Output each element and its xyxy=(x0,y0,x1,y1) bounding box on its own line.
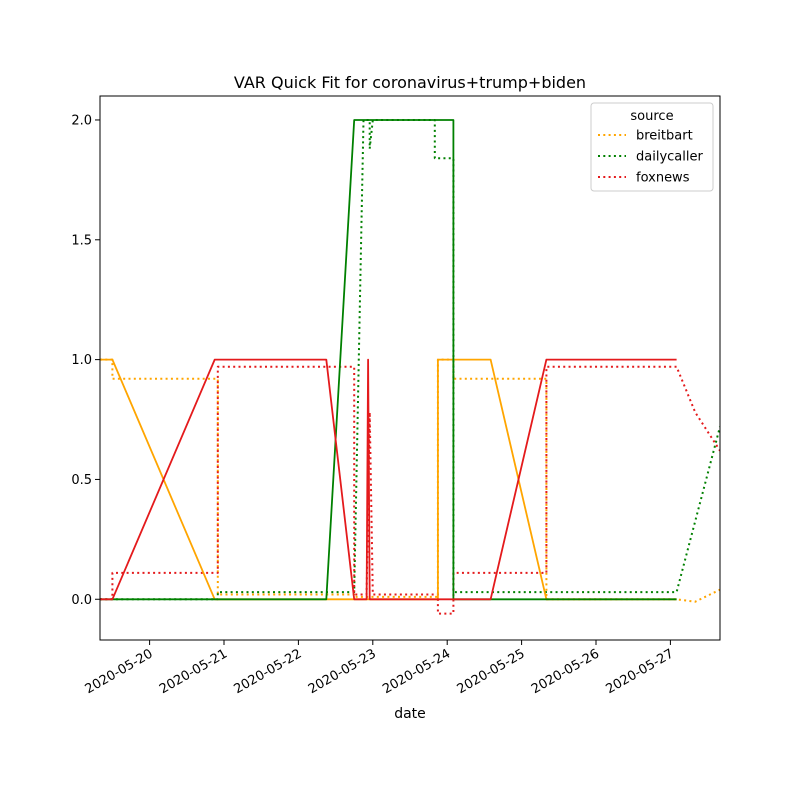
x-tick-label: 2020-05-26 xyxy=(529,646,602,697)
series-layer xyxy=(100,119,720,615)
series-breitbart-observed xyxy=(100,358,677,601)
x-axis: 2020-05-20 2020-05-21 2020-05-22 2020-05-23… xyxy=(83,640,676,697)
y-tick-label: 0.5 xyxy=(71,473,92,488)
series-foxnews-fitted xyxy=(100,365,720,615)
legend-title: source xyxy=(630,109,673,124)
series-dailycaller-fitted xyxy=(100,119,720,601)
plot-frame xyxy=(99,95,721,641)
legend-frame xyxy=(590,102,714,192)
legend-items: breitbart dailycaller foxnews xyxy=(598,129,703,186)
x-tick-label: 2020-05-20 xyxy=(83,646,156,697)
x-tick-label: 2020-05-24 xyxy=(380,646,453,697)
series-breitbart-fitted xyxy=(100,358,720,603)
series-foxnews-observed xyxy=(100,358,677,601)
x-tick-label: 2020-05-21 xyxy=(157,646,230,697)
plot-area xyxy=(99,95,721,641)
y-tick-label: 0.0 xyxy=(71,593,92,608)
chart-title: VAR Quick Fit for coronavirus+trump+bide… xyxy=(234,73,586,92)
y-tick-label: 2.0 xyxy=(71,113,92,128)
x-tick-label: 2020-05-22 xyxy=(231,646,304,697)
x-axis-label: date xyxy=(394,706,426,722)
legend-label-dailycaller: dailycaller xyxy=(636,150,703,165)
y-tick-label: 1.5 xyxy=(71,233,92,248)
y-tick-label: 1.0 xyxy=(71,353,92,368)
x-tick-label: 2020-05-23 xyxy=(306,646,379,697)
x-tick-label: 2020-05-25 xyxy=(455,646,528,697)
legend-label-breitbart: breitbart xyxy=(636,129,693,144)
legend: source breitbart dailycaller foxnews xyxy=(590,102,714,192)
x-tick-label: 2020-05-27 xyxy=(603,646,676,697)
y-axis: 0.0 0.5 1.0 1.5 2.0 xyxy=(71,113,100,608)
legend-label-foxnews: foxnews xyxy=(636,171,690,186)
